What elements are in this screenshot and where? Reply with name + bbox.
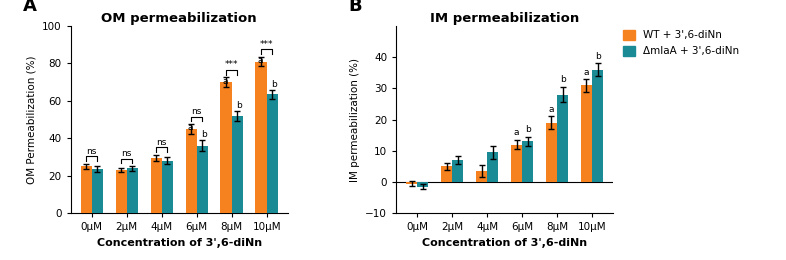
Text: a: a <box>188 123 193 132</box>
Text: b: b <box>271 80 277 89</box>
Text: ns: ns <box>192 107 202 116</box>
Text: a: a <box>258 56 263 65</box>
Text: b: b <box>525 125 531 134</box>
Text: b: b <box>236 101 242 110</box>
Title: IM permeabilization: IM permeabilization <box>430 12 579 25</box>
Bar <box>406 182 417 184</box>
Bar <box>592 70 603 182</box>
Bar <box>487 152 498 182</box>
Bar <box>557 95 568 182</box>
Bar <box>417 182 428 187</box>
Bar <box>196 146 208 213</box>
Bar <box>232 116 243 213</box>
Text: a: a <box>584 68 590 76</box>
Text: a: a <box>549 105 554 114</box>
Text: ns: ns <box>122 149 132 158</box>
Bar <box>127 168 138 213</box>
Text: a: a <box>222 76 228 86</box>
Bar <box>266 94 277 213</box>
Bar <box>522 141 533 182</box>
Title: OM permeabilization: OM permeabilization <box>101 12 257 25</box>
Text: a: a <box>514 128 520 137</box>
Y-axis label: OM Permeabilization (%): OM Permeabilization (%) <box>27 55 36 184</box>
Bar <box>441 166 452 182</box>
Text: ns: ns <box>156 138 167 147</box>
Bar <box>581 85 592 182</box>
Text: b: b <box>560 75 566 84</box>
Bar <box>81 166 92 213</box>
Bar <box>255 62 266 213</box>
Legend: WT + 3',6-diNn, ΔmlaA + 3',6-diNn: WT + 3',6-diNn, ΔmlaA + 3',6-diNn <box>620 28 741 58</box>
Text: B: B <box>348 0 362 15</box>
Bar <box>116 170 127 213</box>
Bar <box>185 129 196 213</box>
Bar <box>220 82 232 213</box>
Text: ns: ns <box>86 147 97 155</box>
Text: b: b <box>595 52 601 61</box>
Bar <box>92 169 103 213</box>
Text: ***: *** <box>260 40 274 49</box>
X-axis label: Concentration of 3',6-diNn: Concentration of 3',6-diNn <box>422 238 587 248</box>
Bar <box>511 145 522 182</box>
Bar <box>151 158 162 213</box>
Bar <box>476 171 487 182</box>
Bar <box>545 123 557 182</box>
Text: A: A <box>23 0 37 15</box>
Text: b: b <box>201 130 207 139</box>
Text: ***: *** <box>225 60 238 69</box>
Y-axis label: IM permeabilization (%): IM permeabilization (%) <box>350 58 360 181</box>
Bar <box>162 161 173 213</box>
Bar <box>452 160 464 182</box>
X-axis label: Concentration of 3',6-diNn: Concentration of 3',6-diNn <box>97 238 262 248</box>
